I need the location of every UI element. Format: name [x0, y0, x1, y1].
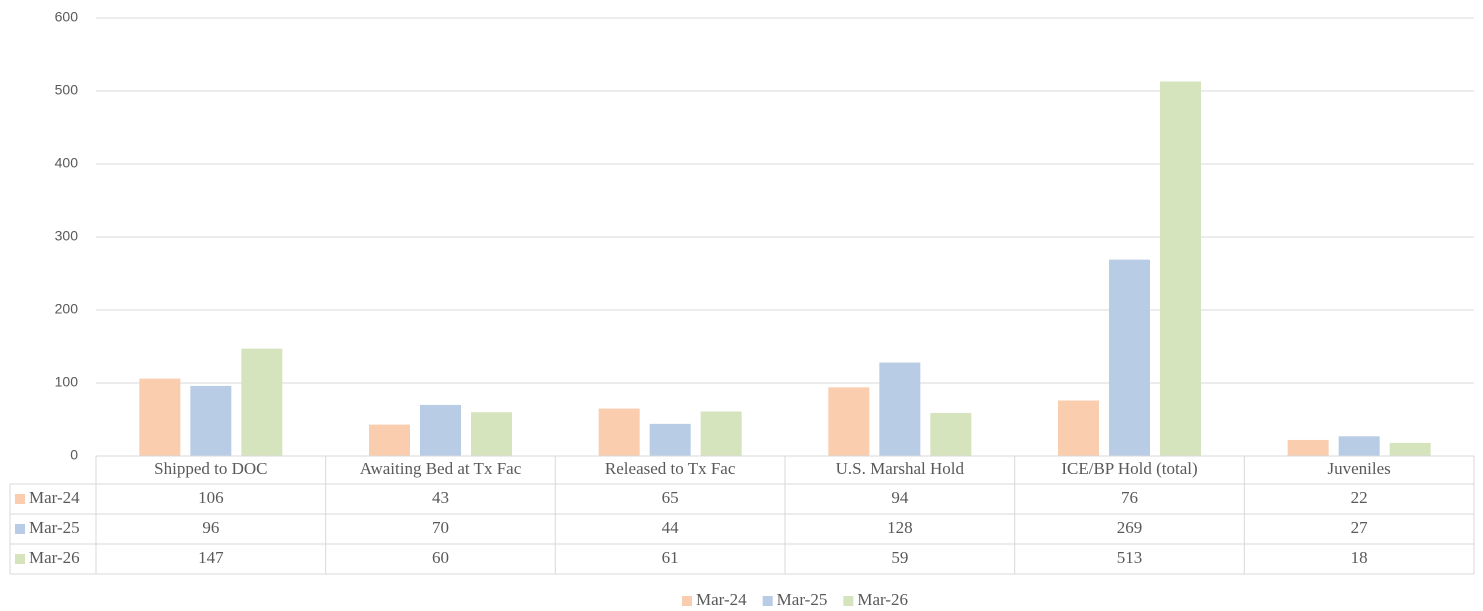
legend-swatch [682, 596, 693, 606]
y-tick-label: 200 [55, 301, 79, 317]
table-value: 70 [432, 518, 449, 537]
table-value: 18 [1351, 548, 1368, 567]
legend-label: Mar-26 [857, 590, 908, 609]
table-value: 513 [1117, 548, 1143, 567]
y-tick-label: 100 [55, 374, 79, 390]
bar [1058, 400, 1099, 456]
table-value: 59 [891, 548, 908, 567]
x-tick-label: Awaiting Bed at Tx Fac [360, 459, 522, 478]
x-tick-label: Released to Tx Fac [605, 459, 736, 478]
row-label: Mar-25 [29, 518, 80, 537]
y-tick-label: 600 [55, 9, 79, 25]
bar [1287, 439, 1329, 456]
legend-key [15, 494, 25, 504]
bar [190, 385, 232, 456]
x-tick-label: Juveniles [1328, 459, 1391, 478]
bar [649, 423, 691, 456]
table-value: 43 [432, 488, 449, 507]
legend-swatch [843, 596, 854, 606]
y-tick-label: 300 [55, 228, 79, 244]
bar [598, 408, 640, 456]
legend-key [15, 554, 25, 564]
x-tick-label: U.S. Marshal Hold [836, 459, 965, 478]
table-value: 65 [662, 488, 679, 507]
table-value: 269 [1117, 518, 1143, 537]
bar [930, 412, 972, 456]
table-value: 128 [887, 518, 913, 537]
row-label: Mar-26 [29, 548, 80, 567]
y-tick-label: 400 [55, 155, 79, 171]
legend-label: Mar-25 [777, 590, 828, 609]
table-value: 60 [432, 548, 449, 567]
bar [369, 424, 410, 456]
y-tick-label: 500 [55, 82, 79, 98]
bar [139, 378, 181, 456]
bar [700, 411, 742, 456]
legend-label: Mar-24 [696, 590, 747, 609]
bar [241, 348, 283, 456]
bar [1160, 81, 1201, 456]
x-tick-label: ICE/BP Hold (total) [1061, 459, 1197, 478]
bar [471, 412, 512, 456]
bar [1109, 259, 1150, 456]
table-value: 61 [662, 548, 679, 567]
table-value: 76 [1121, 488, 1138, 507]
bar [1338, 436, 1380, 456]
x-tick-label: Shipped to DOC [154, 459, 267, 478]
legend-key [15, 524, 25, 534]
table-value: 27 [1351, 518, 1369, 537]
table-value: 44 [662, 518, 680, 537]
table-value: 147 [198, 548, 224, 567]
row-label: Mar-24 [29, 488, 80, 507]
table-value: 94 [891, 488, 909, 507]
table-value: 106 [198, 488, 224, 507]
table-value: 22 [1351, 488, 1368, 507]
bar [1389, 442, 1431, 456]
bar [879, 362, 921, 456]
bar [828, 387, 870, 456]
table-value: 96 [202, 518, 219, 537]
y-tick-label: 0 [70, 447, 78, 463]
bar [420, 404, 461, 456]
legend-swatch [762, 596, 773, 606]
